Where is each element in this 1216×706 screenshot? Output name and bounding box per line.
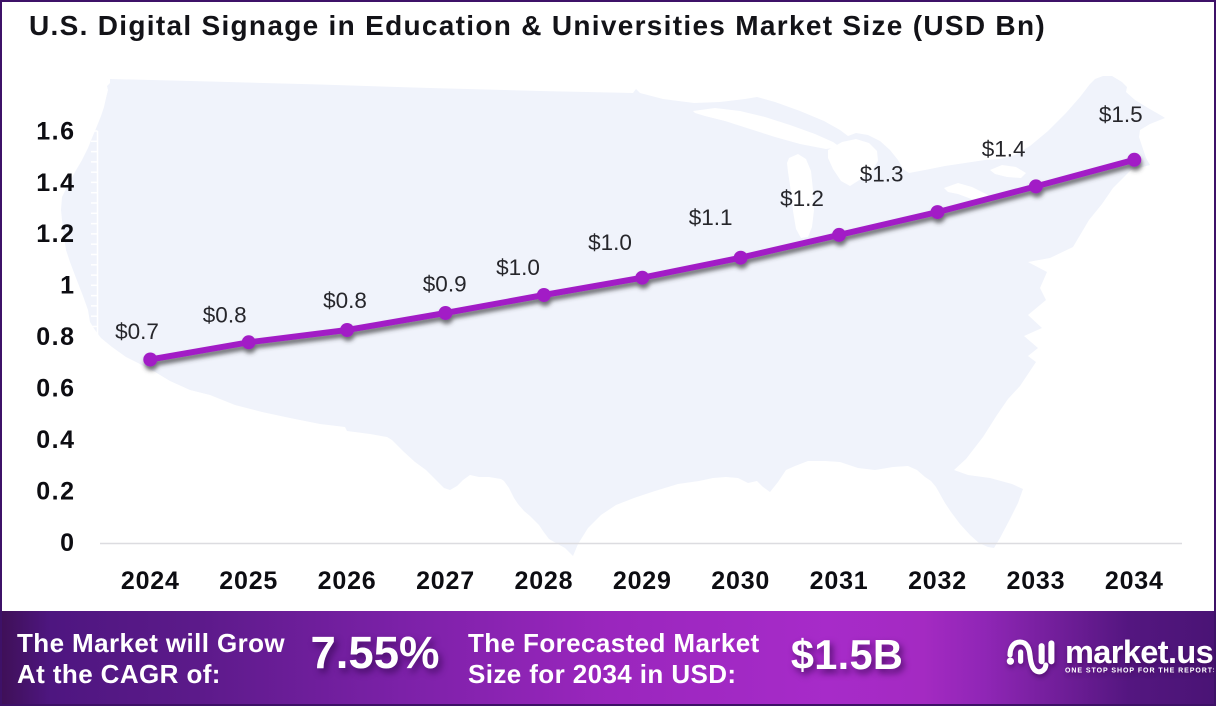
svg-text:$0.8: $0.8 [323, 288, 367, 313]
svg-text:ONE STOP SHOP FOR THE REPORTS: ONE STOP SHOP FOR THE REPORTS [1065, 668, 1214, 675]
svg-text:2032: 2032 [908, 567, 967, 595]
svg-text:$1.3: $1.3 [860, 161, 904, 186]
svg-text:1.6: 1.6 [36, 117, 75, 145]
svg-text:$0.8: $0.8 [203, 303, 247, 328]
svg-text:0.4: 0.4 [36, 426, 75, 454]
svg-text:1: 1 [60, 272, 75, 300]
svg-text:0.6: 0.6 [36, 375, 75, 403]
svg-text:0.2: 0.2 [36, 477, 75, 505]
svg-text:0: 0 [60, 529, 75, 557]
svg-text:$1.0: $1.0 [496, 255, 540, 280]
svg-text:2030: 2030 [711, 567, 770, 595]
svg-text:2028: 2028 [514, 567, 573, 595]
svg-text:1.2: 1.2 [36, 220, 75, 248]
svg-text:2031: 2031 [810, 567, 869, 595]
svg-text:2033: 2033 [1006, 567, 1065, 595]
svg-text:0.8: 0.8 [36, 323, 75, 351]
svg-text:$1.5: $1.5 [1099, 102, 1143, 127]
svg-text:$1.1: $1.1 [689, 205, 733, 230]
svg-text:2025: 2025 [219, 567, 278, 595]
svg-text:$1.2: $1.2 [780, 186, 824, 211]
svg-text:$0.9: $0.9 [423, 272, 467, 297]
svg-text:2026: 2026 [318, 567, 377, 595]
svg-text:2027: 2027 [416, 567, 475, 595]
svg-text:$0.7: $0.7 [115, 319, 159, 344]
svg-text:2034: 2034 [1105, 567, 1164, 595]
svg-text:$1.4: $1.4 [982, 136, 1026, 161]
svg-text:2029: 2029 [613, 567, 672, 595]
svg-text:1.4: 1.4 [36, 169, 75, 197]
svg-text:2024: 2024 [121, 567, 180, 595]
svg-text:market.us: market.us [1065, 634, 1213, 670]
svg-text:$1.0: $1.0 [588, 230, 632, 255]
